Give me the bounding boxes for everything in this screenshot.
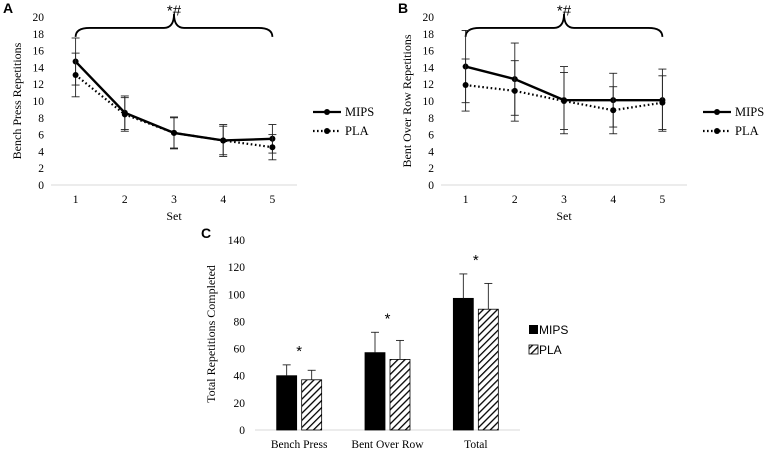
pla-bar bbox=[389, 359, 411, 431]
x-tick-label: 4 bbox=[220, 194, 226, 206]
x-tick-label: 1 bbox=[463, 194, 469, 206]
panel-b-y-axis-title: Bent Over Row Repetitions bbox=[400, 34, 414, 167]
y-tick-label: 20 bbox=[423, 12, 435, 24]
y-tick-label: 0 bbox=[428, 180, 434, 192]
legend-pla-marker bbox=[714, 128, 720, 134]
y-tick-label: 6 bbox=[428, 130, 434, 142]
pla-data-point bbox=[610, 107, 617, 114]
x-tick-label: 3 bbox=[171, 194, 177, 206]
panel-b-legend: MIPS PLA bbox=[703, 105, 764, 138]
pla-series-line bbox=[74, 74, 273, 149]
y-tick-label: 18 bbox=[423, 29, 435, 41]
y-tick-label: 4 bbox=[428, 146, 434, 158]
panel-a-legend: MIPS PLA bbox=[313, 105, 374, 138]
y-tick-label: 20 bbox=[33, 12, 45, 24]
pla-bar bbox=[477, 308, 499, 431]
x-tick-label: 2 bbox=[512, 194, 518, 206]
y-tick-label: 120 bbox=[228, 262, 246, 274]
x-tick-label: 3 bbox=[561, 194, 567, 206]
significance-annotation: *# bbox=[557, 3, 572, 20]
x-tick-label: Bent Over Row bbox=[351, 439, 424, 451]
x-tick-label: 4 bbox=[610, 194, 616, 206]
pla-data-point bbox=[561, 98, 567, 104]
mips-bar bbox=[452, 297, 474, 431]
y-tick-label: 16 bbox=[33, 46, 45, 58]
mips-bar bbox=[364, 352, 386, 431]
y-tick-label: 2 bbox=[428, 163, 434, 175]
significance-brace bbox=[74, 13, 274, 37]
pla-data-point bbox=[659, 99, 666, 106]
panel-a-bench-press-line-chart: A Bench Press Repetitions Set MIPS PLA 0… bbox=[3, 0, 374, 223]
legend-mips-label: MIPS bbox=[735, 105, 764, 119]
x-tick-label: 1 bbox=[73, 194, 79, 206]
y-tick-label: 14 bbox=[423, 62, 435, 74]
y-tick-label: 12 bbox=[423, 79, 435, 91]
y-tick-label: 100 bbox=[228, 289, 246, 301]
legend-mips-label: MIPS bbox=[539, 323, 568, 337]
significance-annotation: * bbox=[385, 310, 391, 327]
significance-brace bbox=[464, 13, 664, 37]
pla-data-point bbox=[462, 82, 469, 89]
legend-pla-label: PLA bbox=[345, 124, 369, 138]
y-tick-label: 60 bbox=[234, 344, 246, 356]
x-tick-label: Bench Press bbox=[271, 439, 328, 451]
x-tick-label: 5 bbox=[660, 194, 666, 206]
pla-data-point bbox=[511, 87, 518, 94]
panel-label-c: C bbox=[201, 225, 211, 241]
y-tick-label: 140 bbox=[228, 235, 246, 247]
significance-annotation: * bbox=[473, 252, 479, 269]
panel-b-x-axis-title: Set bbox=[556, 209, 572, 223]
legend-mips-label: MIPS bbox=[345, 105, 374, 119]
y-tick-label: 0 bbox=[239, 425, 245, 437]
significance-annotation: *# bbox=[167, 3, 182, 20]
legend-mips-swatch bbox=[529, 325, 538, 334]
y-tick-label: 14 bbox=[33, 62, 45, 74]
panel-c-y-axis-title: Total Repetitions Completed bbox=[204, 265, 218, 403]
pla-data-point bbox=[171, 129, 177, 136]
panel-a-x-axis-title: Set bbox=[166, 209, 182, 223]
y-tick-label: 8 bbox=[428, 113, 434, 125]
y-tick-label: 40 bbox=[234, 371, 246, 383]
pla-data-point bbox=[220, 137, 227, 144]
y-tick-label: 10 bbox=[33, 96, 45, 108]
y-tick-label: 20 bbox=[234, 398, 246, 410]
panel-label-b: B bbox=[398, 0, 408, 16]
legend-pla-marker bbox=[324, 128, 330, 134]
y-tick-label: 10 bbox=[423, 96, 435, 108]
y-tick-label: 16 bbox=[423, 46, 435, 58]
panel-c-legend: MIPS PLA bbox=[528, 323, 568, 357]
legend-pla-label: PLA bbox=[539, 343, 562, 357]
y-tick-label: 2 bbox=[38, 163, 44, 175]
y-tick-label: 80 bbox=[234, 316, 246, 328]
legend-pla-label: PLA bbox=[735, 124, 759, 138]
panel-b-bent-over-row-line-chart: B Bent Over Row Repetitions Set MIPS PLA… bbox=[398, 0, 764, 223]
y-tick-label: 8 bbox=[38, 113, 44, 125]
mips-bar bbox=[276, 375, 298, 431]
x-tick-label: Total bbox=[464, 439, 487, 451]
y-tick-label: 0 bbox=[38, 180, 44, 192]
legend-mips-marker bbox=[714, 109, 720, 115]
y-tick-label: 12 bbox=[33, 79, 45, 91]
pla-data-point bbox=[72, 71, 79, 78]
panel-c-total-repetitions-bar-chart: C Total Repetitions Completed MIPS PLA 0… bbox=[201, 225, 568, 451]
legend-mips-marker bbox=[324, 109, 330, 115]
panel-label-a: A bbox=[3, 0, 13, 16]
pla-bar bbox=[301, 379, 323, 431]
significance-annotation: * bbox=[296, 343, 302, 360]
y-tick-label: 18 bbox=[33, 29, 45, 41]
panel-a-y-axis-title: Bench Press Repetitions bbox=[10, 42, 24, 159]
x-tick-label: 2 bbox=[122, 194, 128, 206]
legend-pla-swatch bbox=[528, 344, 539, 355]
pla-data-point bbox=[121, 111, 128, 118]
x-tick-label: 5 bbox=[270, 194, 276, 206]
y-tick-label: 6 bbox=[38, 130, 44, 142]
pla-data-point bbox=[269, 144, 276, 151]
y-tick-label: 4 bbox=[38, 146, 44, 158]
